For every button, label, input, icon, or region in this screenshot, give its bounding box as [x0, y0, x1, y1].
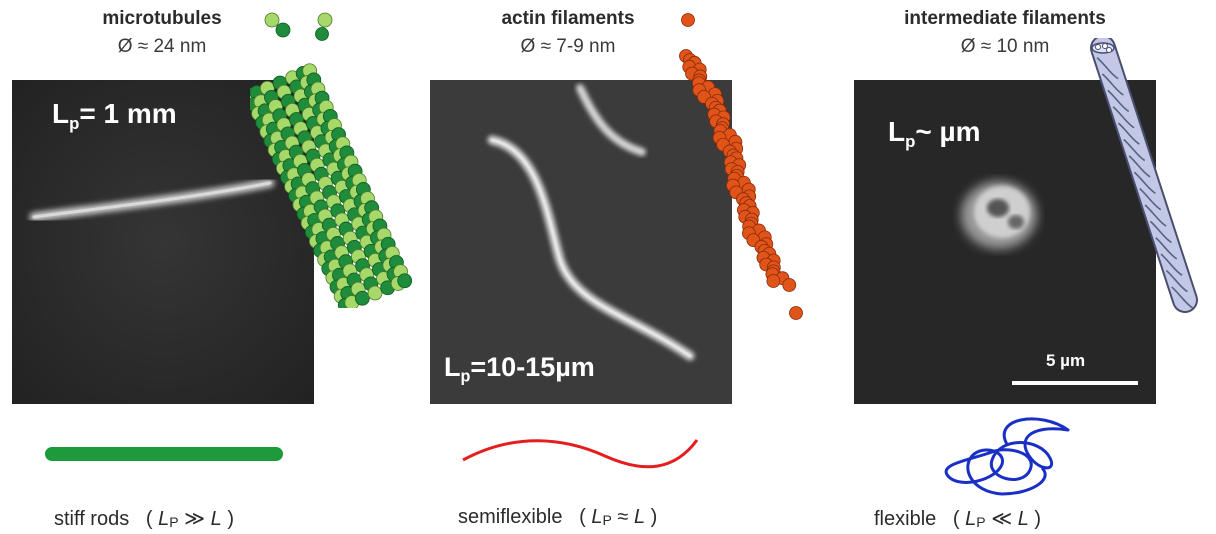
- semiflexible-curve-icon: [462, 439, 699, 469]
- micrograph-intermediate-filament: [854, 80, 1156, 404]
- actin-model-icon: [679, 13, 803, 320]
- subunit-bead: [354, 290, 370, 306]
- subunit-bead: [681, 13, 695, 27]
- actin-image: [430, 80, 732, 404]
- subunit-bead: [789, 306, 803, 320]
- rope-twist-line: [1139, 188, 1162, 211]
- micrograph-actin: [430, 80, 732, 404]
- subunit-bead: [317, 12, 333, 28]
- title-actin: actin filaments: [501, 8, 635, 29]
- persistence-length-intermediate: Lp~ µm: [888, 116, 981, 151]
- title-intermediate-filaments: intermediate filaments: [904, 8, 1106, 29]
- diameter-microtubules: Ø ≈ 24 nm: [117, 36, 207, 57]
- subunit-bead: [275, 22, 291, 38]
- flexible-coil-icon: [944, 417, 1070, 496]
- scale-bar-label: 5 µm: [1046, 351, 1086, 370]
- regime-label-semiflexible: semiflexible ( LP ≈ L ): [458, 506, 658, 529]
- diameter-intermediate-filaments: Ø ≈ 10 nm: [960, 36, 1050, 57]
- subunit-bead: [782, 278, 797, 292]
- rope-twist-line: [1165, 269, 1188, 293]
- persistence-length-microtubule: Lp= 1 mm: [52, 98, 177, 133]
- subunit-bead: [367, 285, 383, 301]
- scale-bar: [1012, 381, 1138, 385]
- rope-twist-line: [1101, 73, 1124, 96]
- regime-label-stiff: stiff rods ( LP ≫ L ): [54, 508, 234, 531]
- rope-twist-line: [1107, 89, 1130, 113]
- rope-twist-line: [1123, 138, 1146, 162]
- rope-twist-line: [1117, 122, 1140, 145]
- intermediate-filament-image: [854, 80, 1156, 404]
- persistence-length-actin: Lp=10-15µm: [444, 352, 595, 386]
- rope-twist-line: [1144, 204, 1167, 227]
- rope-twist-line: [1171, 286, 1194, 309]
- rope-twist-line: [1128, 155, 1151, 178]
- rope-twist-line: [1155, 237, 1178, 260]
- subunit-bead: [315, 27, 329, 41]
- rope-twist-line: [1112, 106, 1135, 129]
- rope-twist-line: [1133, 171, 1156, 194]
- rope-twist-line: [1149, 220, 1172, 244]
- title-microtubules: microtubules: [102, 8, 222, 29]
- intermediate-filament-model-icon: [1090, 38, 1198, 313]
- regime-label-flexible: flexible ( LP ≪ L ): [874, 508, 1042, 531]
- rope-twist-line: [1096, 56, 1119, 80]
- rope-twist-line: [1160, 253, 1183, 276]
- microtubule-model-icon: [250, 12, 413, 308]
- subunit-bead: [264, 12, 280, 28]
- diameter-actin: Ø ≈ 7-9 nm: [520, 36, 616, 57]
- stiff-rod-icon: [45, 447, 283, 461]
- subunit-bead: [397, 273, 413, 289]
- subunit-bead: [766, 274, 781, 288]
